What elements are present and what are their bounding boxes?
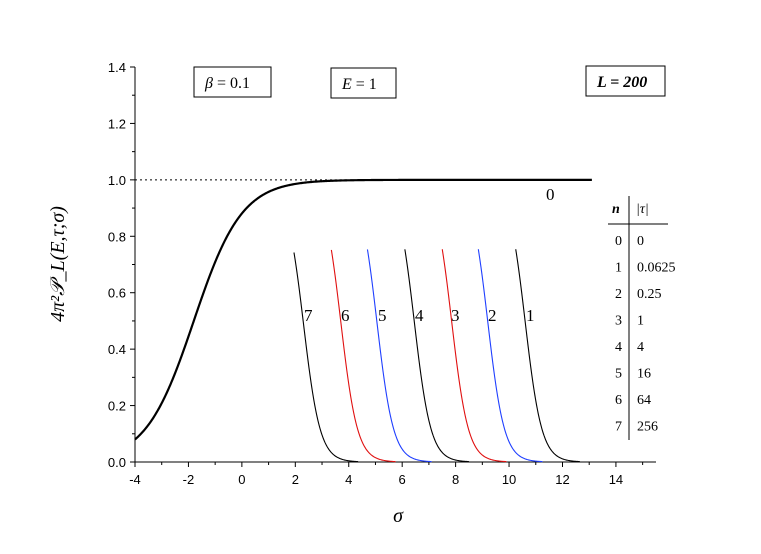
table-row-n-2: 2 <box>615 287 622 302</box>
y-tick-label-0: 0.0 <box>108 455 126 470</box>
curve-label-2: 2 <box>488 306 497 325</box>
series-curve-0-envelope <box>134 178 592 441</box>
beta-value: = 0.1 <box>213 75 250 92</box>
series-curve-4 <box>404 249 470 463</box>
x-tick-label-6: 8 <box>452 472 459 487</box>
table-row-tau-3: 1 <box>637 314 644 329</box>
series-curve-3 <box>441 249 507 463</box>
series-curve-7 <box>293 252 359 463</box>
table-row-n-1: 1 <box>615 261 622 276</box>
x-tick-label-0: -4 <box>129 472 141 487</box>
table-row-n-5: 5 <box>615 367 622 382</box>
svg-text:β = 0.1: β = 0.1 <box>204 75 250 92</box>
curve-label-5: 5 <box>378 306 387 325</box>
series-curve-2 <box>477 249 543 463</box>
x-axis-title: σ <box>393 505 404 527</box>
table-row-tau-4: 4 <box>637 340 644 355</box>
y-tick-label-7: 1.4 <box>108 60 126 75</box>
curve-label-7: 7 <box>304 306 313 325</box>
x-tick-label-8: 12 <box>555 472 569 487</box>
svg-text:E = 1: E = 1 <box>341 76 377 93</box>
y-tick-label-6: 1.2 <box>108 116 126 131</box>
curve-label-4: 4 <box>415 306 424 325</box>
curve-labels: 7 6 5 4 3 2 1 0 <box>304 185 555 325</box>
y-tick-label-4: 0.8 <box>108 229 126 244</box>
x-tick-label-9: 14 <box>609 472 623 487</box>
length-box: L = 200 <box>585 65 666 97</box>
y-tick-label-5: 1.0 <box>108 173 126 188</box>
curve-label-0: 0 <box>546 185 555 204</box>
table-row-tau-0: 0 <box>637 234 644 249</box>
y-tick-label-3: 0.6 <box>108 286 126 301</box>
x-tick-label-2: 0 <box>238 472 245 487</box>
curve-label-1: 1 <box>526 306 535 325</box>
table-row-tau-6: 64 <box>637 393 651 408</box>
series-curve-1 <box>515 249 581 463</box>
curve-label-6: 6 <box>341 306 350 325</box>
y-axis-title-group: 4π²𝒫_L(E,τ;σ) <box>47 206 69 322</box>
curve-group <box>134 178 592 463</box>
energy-value: = 1 <box>352 76 377 93</box>
curve-label-3: 3 <box>451 306 460 325</box>
beta-symbol: β <box>204 75 213 92</box>
x-tick-label-5: 6 <box>399 472 406 487</box>
tick-group: -4 -2 0 2 4 6 8 10 12 140.00.20.40.60.81.01.21.4 <box>108 60 644 487</box>
table-header-tau: |τ| <box>636 202 649 217</box>
x-tick-label-7: 10 <box>502 472 516 487</box>
table-row-tau-1: 0.0625 <box>637 261 676 276</box>
x-tick-label-1: -2 <box>183 472 195 487</box>
table-row-n-4: 4 <box>615 340 622 355</box>
energy-symbol: E <box>341 76 352 93</box>
table-row-n-3: 3 <box>615 314 622 329</box>
y-axis-title: 4π²𝒫_L(E,τ;σ) <box>47 206 69 322</box>
x-tick-label-4: 4 <box>345 472 352 487</box>
series-curve-6 <box>330 249 396 463</box>
beta-box: β = 0.1 <box>193 66 272 98</box>
table-row-n-7: 7 <box>615 420 622 435</box>
y-tick-label-1: 0.2 <box>108 399 126 414</box>
y-tick-label-2: 0.4 <box>108 342 126 357</box>
energy-box: E = 1 <box>330 67 397 99</box>
table-row-tau-5: 16 <box>637 367 651 382</box>
series-curve-5 <box>366 249 432 463</box>
length-label: L = 200 <box>596 74 647 91</box>
x-tick-label-3: 2 <box>292 472 299 487</box>
table-row-n-6: 6 <box>615 393 622 408</box>
table-header-n: n <box>612 202 620 217</box>
table-row-n-0: 0 <box>615 234 622 249</box>
table-row-tau-2: 0.25 <box>637 287 662 302</box>
table-row-tau-7: 256 <box>637 420 658 435</box>
